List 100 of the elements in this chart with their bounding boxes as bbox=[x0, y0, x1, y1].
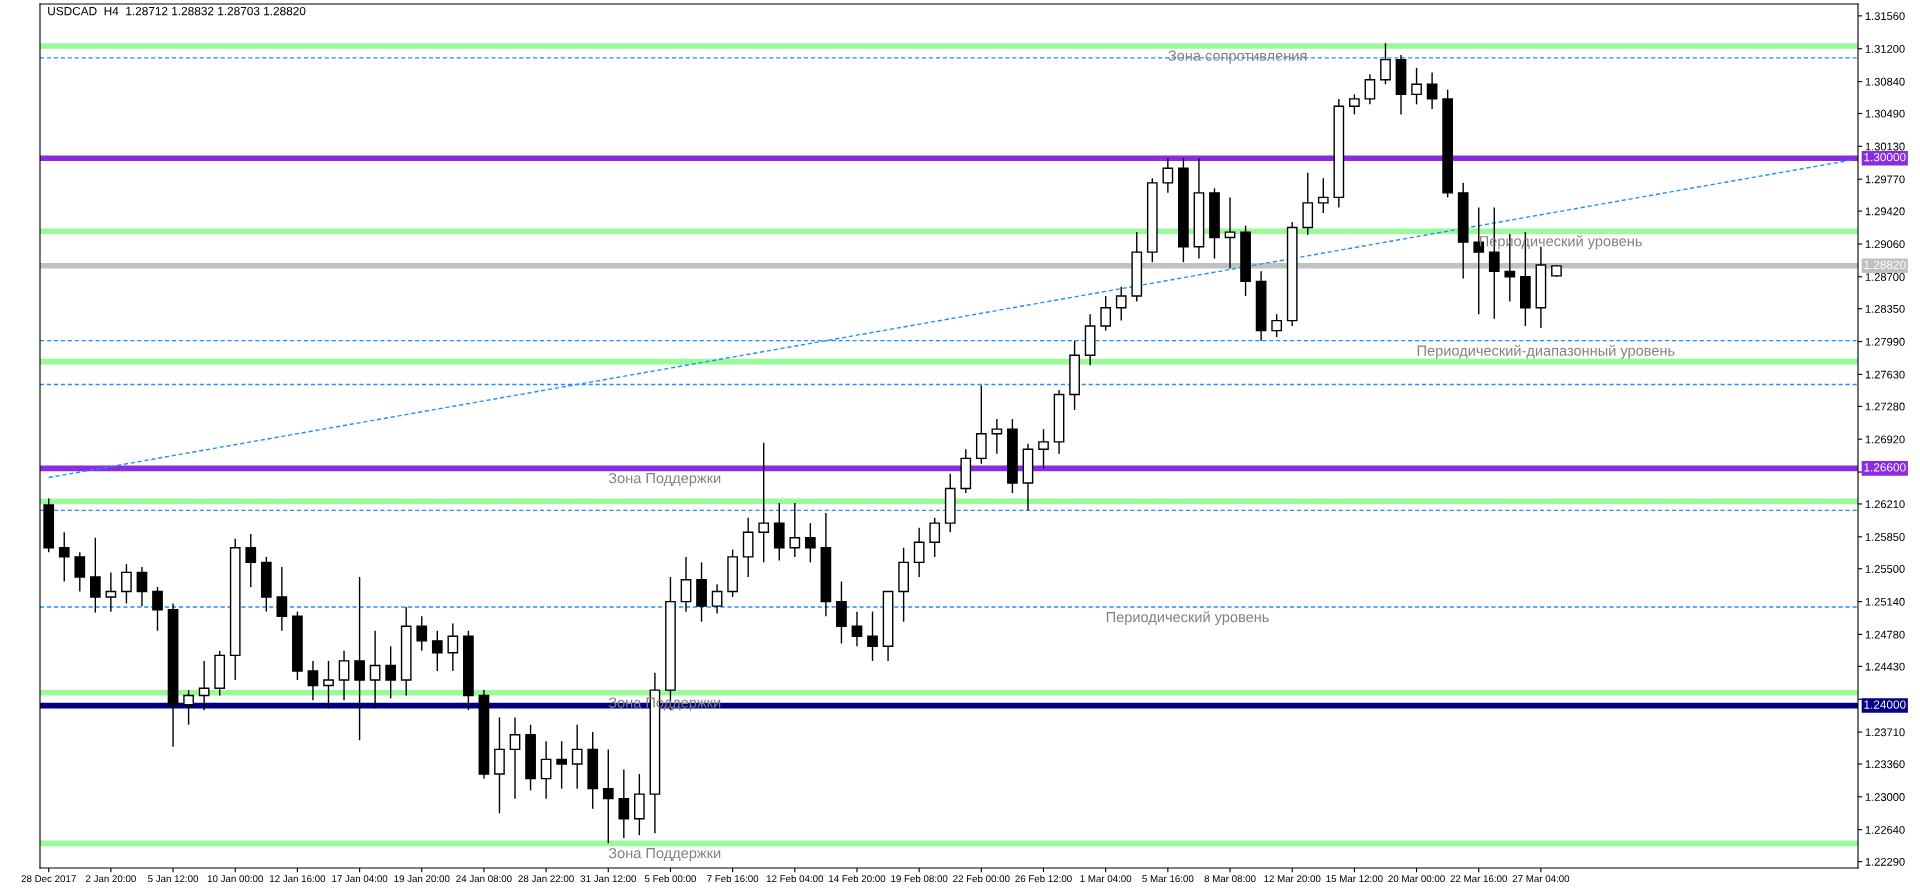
x-tick-label: 7 Feb 16:00 bbox=[707, 874, 759, 883]
annotation: Зона Поддержки bbox=[608, 472, 721, 487]
y-tick-label: 1.22290 bbox=[1865, 857, 1905, 866]
y-tick-label: 1.23360 bbox=[1865, 760, 1905, 769]
y-tick-label: 1.29770 bbox=[1865, 175, 1905, 184]
ref-line-label: 1.30000 bbox=[1864, 153, 1906, 162]
y-tick-label: 1.24430 bbox=[1865, 662, 1905, 671]
candlestick bbox=[867, 610, 878, 662]
candlestick bbox=[1162, 157, 1174, 194]
candlestick bbox=[89, 537, 101, 614]
x-tick-label: 5 Mar 16:00 bbox=[1142, 875, 1194, 883]
candlestick bbox=[680, 556, 692, 613]
candlestick bbox=[307, 660, 319, 701]
x-tick-label: 1 Mar 04:00 bbox=[1080, 875, 1132, 883]
ref-line-label: 1.24000 bbox=[1864, 700, 1906, 709]
y-tick-label: 1.25500 bbox=[1865, 565, 1905, 573]
y-tick-label: 1.29420 bbox=[1865, 207, 1905, 216]
x-tick-label: 27 Mar 04:00 bbox=[1512, 875, 1570, 883]
x-tick-label: 24 Jan 08:00 bbox=[456, 875, 512, 883]
x-tick-label: 31 Jan 12:00 bbox=[580, 875, 637, 883]
candlestick bbox=[929, 516, 941, 558]
y-tick-label: 1.31560 bbox=[1865, 12, 1905, 20]
x-tick-label: 2 Jan 20:00 bbox=[85, 875, 136, 883]
candlestick bbox=[1411, 67, 1422, 106]
y-tick-label: 1.27280 bbox=[1865, 402, 1905, 411]
x-tick-label: 8 Mar 08:00 bbox=[1204, 875, 1256, 883]
x-tick-label: 20 Mar 00:00 bbox=[1388, 875, 1445, 883]
candlestick bbox=[447, 622, 459, 672]
candlestick bbox=[1271, 313, 1283, 338]
candlestick bbox=[183, 689, 194, 726]
annotation: Зона Поддержки bbox=[608, 847, 721, 862]
candlestick bbox=[913, 526, 925, 578]
candlestick bbox=[789, 502, 801, 558]
candlestick bbox=[245, 533, 257, 588]
x-tick-label: 19 Feb 08:00 bbox=[891, 874, 948, 883]
ref-line-label: 1.28820 bbox=[1864, 260, 1906, 270]
candlestick bbox=[1364, 73, 1376, 106]
candlestick bbox=[571, 724, 583, 790]
x-tick-label: 12 Feb 04:00 bbox=[766, 874, 824, 883]
y-tick-label: 1.29060 bbox=[1865, 240, 1905, 249]
candlestick bbox=[556, 740, 568, 790]
candlestick bbox=[1100, 295, 1112, 332]
x-tick-label: 28 Jan 22:00 bbox=[518, 875, 574, 883]
y-tick-label: 1.26210 bbox=[1865, 500, 1905, 509]
candlestick bbox=[1038, 428, 1049, 470]
candlestick bbox=[1115, 286, 1127, 322]
annotation: Периодический уровень bbox=[1106, 611, 1269, 626]
y-tick-label: 1.28350 bbox=[1865, 304, 1905, 313]
candlestick bbox=[851, 610, 863, 647]
y-tick-label: 1.23000 bbox=[1865, 793, 1905, 801]
x-tick-label: 5 Feb 00:00 bbox=[644, 874, 697, 883]
candlestick bbox=[58, 531, 70, 583]
candlestick bbox=[1380, 42, 1391, 85]
x-tick-label: 5 Jan 12:00 bbox=[148, 875, 199, 883]
candlestick bbox=[1224, 196, 1236, 270]
candlestick bbox=[1349, 93, 1360, 116]
y-tick-label: 1.28700 bbox=[1865, 273, 1905, 281]
x-tick-label: 28 Dec 2017 bbox=[21, 875, 76, 883]
y-tick-label: 1.25140 bbox=[1865, 597, 1905, 606]
candlestick bbox=[991, 418, 1003, 455]
annotation: Периодический-диапазонный уровень bbox=[1417, 344, 1675, 359]
candlestick bbox=[758, 442, 770, 564]
y-tick-label: 1.31200 bbox=[1865, 44, 1905, 53]
candlestick bbox=[540, 740, 552, 800]
candlestick bbox=[1426, 71, 1438, 110]
x-tick-label: 22 Feb 00:00 bbox=[953, 874, 1010, 883]
candlestick bbox=[431, 630, 443, 672]
x-tick-label: 12 Jan 16:00 bbox=[270, 875, 326, 883]
x-tick-label: 17 Jan 04:00 bbox=[332, 875, 388, 883]
candlestick bbox=[618, 768, 630, 839]
x-tick-label: 12 Mar 20:00 bbox=[1264, 875, 1321, 883]
x-tick-label: 15 Mar 12:00 bbox=[1326, 875, 1383, 883]
candlestick bbox=[323, 660, 334, 710]
candlestick bbox=[385, 645, 397, 699]
y-tick-label: 1.30130 bbox=[1865, 142, 1905, 151]
y-tick-label: 1.27630 bbox=[1865, 370, 1905, 379]
candlestick bbox=[602, 748, 614, 845]
candlestick bbox=[369, 630, 381, 710]
x-tick-label: 26 Feb 12:00 bbox=[1015, 874, 1072, 883]
candlestick bbox=[74, 551, 86, 593]
candlestick bbox=[354, 576, 365, 741]
x-tick-label: 10 Jan 00:00 bbox=[207, 875, 263, 883]
chart-title: USDCAD H4 1.28712 1.28832 1.28703 1.28820 bbox=[48, 6, 306, 16]
y-tick-label: 1.24780 bbox=[1865, 630, 1905, 639]
candlestick bbox=[121, 563, 132, 605]
y-tick-label: 1.25850 bbox=[1865, 533, 1905, 541]
y-tick-label: 1.27990 bbox=[1865, 337, 1905, 346]
candlestick bbox=[804, 522, 816, 564]
candlestick bbox=[338, 650, 350, 701]
y-tick-label: 1.22640 bbox=[1865, 825, 1905, 834]
y-tick-label: 1.30490 bbox=[1865, 109, 1905, 118]
candlestick bbox=[152, 586, 163, 632]
x-tick-label: 19 Jan 20:00 bbox=[394, 875, 450, 883]
y-tick-label: 1.26920 bbox=[1865, 435, 1905, 444]
candlestick bbox=[105, 571, 117, 613]
candlestick bbox=[416, 615, 428, 652]
y-tick-label: 1.23710 bbox=[1865, 728, 1905, 737]
x-tick-label: 14 Feb 20:00 bbox=[829, 874, 886, 883]
y-tick-label: 1.30840 bbox=[1865, 77, 1905, 86]
candlestick bbox=[136, 566, 148, 607]
